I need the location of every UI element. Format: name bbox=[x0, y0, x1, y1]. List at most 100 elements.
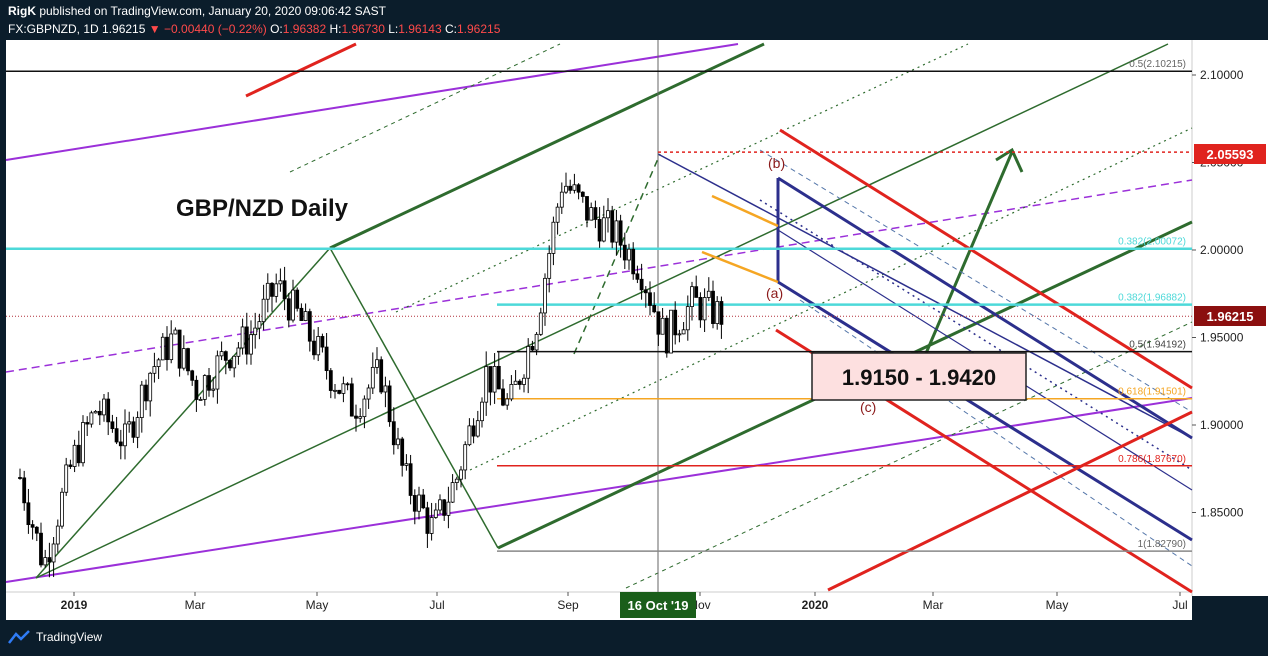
time-tick-label: Sep bbox=[557, 598, 579, 612]
target-price-badge bbox=[1194, 144, 1266, 164]
candle-body bbox=[97, 410, 102, 416]
fib-label: 0.5(2.10215) bbox=[1129, 59, 1186, 70]
candle-body bbox=[454, 478, 459, 483]
navy-upper-line bbox=[657, 153, 1193, 439]
candle-body bbox=[47, 557, 52, 563]
candle-body bbox=[312, 340, 316, 356]
candle-body bbox=[160, 336, 165, 361]
candle-body bbox=[270, 282, 274, 297]
green-handle-line bbox=[35, 247, 331, 579]
candle-body bbox=[643, 289, 648, 294]
candle-body bbox=[383, 385, 388, 393]
candle-body bbox=[627, 248, 631, 261]
candle-body bbox=[131, 421, 136, 438]
candle-body bbox=[467, 425, 472, 446]
candle-body bbox=[72, 444, 77, 467]
candle-body bbox=[375, 359, 379, 368]
candle-body bbox=[55, 525, 60, 545]
candle-body bbox=[282, 280, 287, 300]
red-upper-line bbox=[779, 128, 1193, 390]
price-tick-label: 2.10000 bbox=[1200, 68, 1244, 82]
candle-body bbox=[530, 346, 535, 351]
fib-label: 0.382(1.96882) bbox=[1118, 293, 1186, 304]
green-dashed-wave bbox=[573, 153, 661, 355]
candle-body bbox=[223, 351, 228, 361]
candle-body bbox=[144, 384, 148, 402]
candle-body bbox=[232, 355, 237, 369]
candle-body bbox=[156, 359, 161, 367]
candle-body bbox=[181, 348, 186, 369]
green-dotted-median bbox=[469, 127, 1193, 471]
candle-body bbox=[631, 248, 636, 275]
candle-body bbox=[576, 184, 581, 193]
candle-body bbox=[316, 336, 321, 356]
open-label: O: bbox=[270, 22, 283, 36]
low-label: L: bbox=[388, 22, 399, 36]
candle-body bbox=[509, 384, 514, 400]
candle-body bbox=[589, 207, 594, 221]
target-zone-box bbox=[811, 352, 1027, 401]
candle-body bbox=[551, 221, 556, 254]
price-tick-label: 2.00000 bbox=[1200, 243, 1244, 257]
current-price-badge bbox=[1194, 306, 1266, 326]
footer-brand[interactable]: TradingView bbox=[36, 630, 103, 644]
green-dashed-lower bbox=[625, 321, 1193, 589]
candle-body bbox=[685, 306, 690, 331]
candle-body bbox=[572, 184, 577, 191]
date-badge bbox=[620, 592, 696, 618]
candle-body bbox=[622, 244, 627, 261]
navy-dashed-upper bbox=[759, 149, 1193, 413]
purple-dashed-line bbox=[5, 179, 1193, 373]
high-value: 1.96730 bbox=[341, 22, 385, 36]
candle-body bbox=[648, 292, 652, 306]
candle-body bbox=[450, 482, 455, 503]
candle-body bbox=[219, 351, 224, 357]
forecast-arrow bbox=[922, 151, 1014, 359]
candle-body bbox=[656, 311, 661, 335]
candle-body bbox=[471, 425, 476, 437]
candle-body bbox=[694, 286, 699, 298]
candle-body bbox=[265, 282, 270, 300]
candle-body bbox=[114, 428, 119, 443]
plot-area bbox=[6, 40, 1192, 596]
candle-body bbox=[51, 543, 56, 563]
candle-body bbox=[593, 207, 598, 220]
navy-dotted-line bbox=[759, 199, 1193, 471]
candle-body bbox=[618, 220, 623, 246]
candle-body bbox=[673, 309, 678, 336]
current-price-badge-text: 1.96215 bbox=[1207, 309, 1254, 324]
candle-body bbox=[26, 502, 31, 526]
price-tick-label: 1.85000 bbox=[1200, 506, 1244, 520]
navy-dashed-lower bbox=[799, 299, 1193, 567]
candle-body bbox=[522, 377, 526, 385]
fib-label: 0.618(1.91501) bbox=[1118, 387, 1186, 398]
fib-label: 0.786(1.87670) bbox=[1118, 454, 1186, 465]
candle-body bbox=[320, 336, 325, 348]
candle-body bbox=[547, 253, 552, 279]
down-arrow-icon: ▼ bbox=[148, 22, 161, 36]
candle-body bbox=[517, 380, 522, 385]
candle-body bbox=[76, 444, 81, 464]
candle-body bbox=[681, 329, 686, 335]
candle-body bbox=[543, 277, 547, 314]
time-tick-label: May bbox=[1046, 598, 1069, 612]
candle-body bbox=[274, 283, 279, 297]
drawings bbox=[5, 40, 1193, 594]
candle-body bbox=[505, 398, 510, 406]
candle-body bbox=[412, 495, 417, 512]
candle-body bbox=[438, 499, 442, 511]
candle-body bbox=[652, 305, 657, 313]
candle-body bbox=[614, 220, 619, 243]
candle-body bbox=[135, 417, 140, 438]
time-tick-label: 2020 bbox=[802, 598, 829, 612]
candle-body bbox=[328, 370, 333, 391]
candle-body bbox=[534, 333, 539, 351]
candle-body bbox=[597, 219, 602, 242]
candle-body bbox=[496, 365, 501, 390]
candle-body bbox=[429, 517, 434, 534]
candle-body bbox=[177, 329, 182, 369]
tradingview-logo-icon[interactable] bbox=[8, 629, 30, 645]
horizontal-levels bbox=[6, 70, 1192, 552]
close-label: C: bbox=[444, 22, 457, 36]
date-badge-text: 16 Oct '19 bbox=[628, 598, 689, 613]
